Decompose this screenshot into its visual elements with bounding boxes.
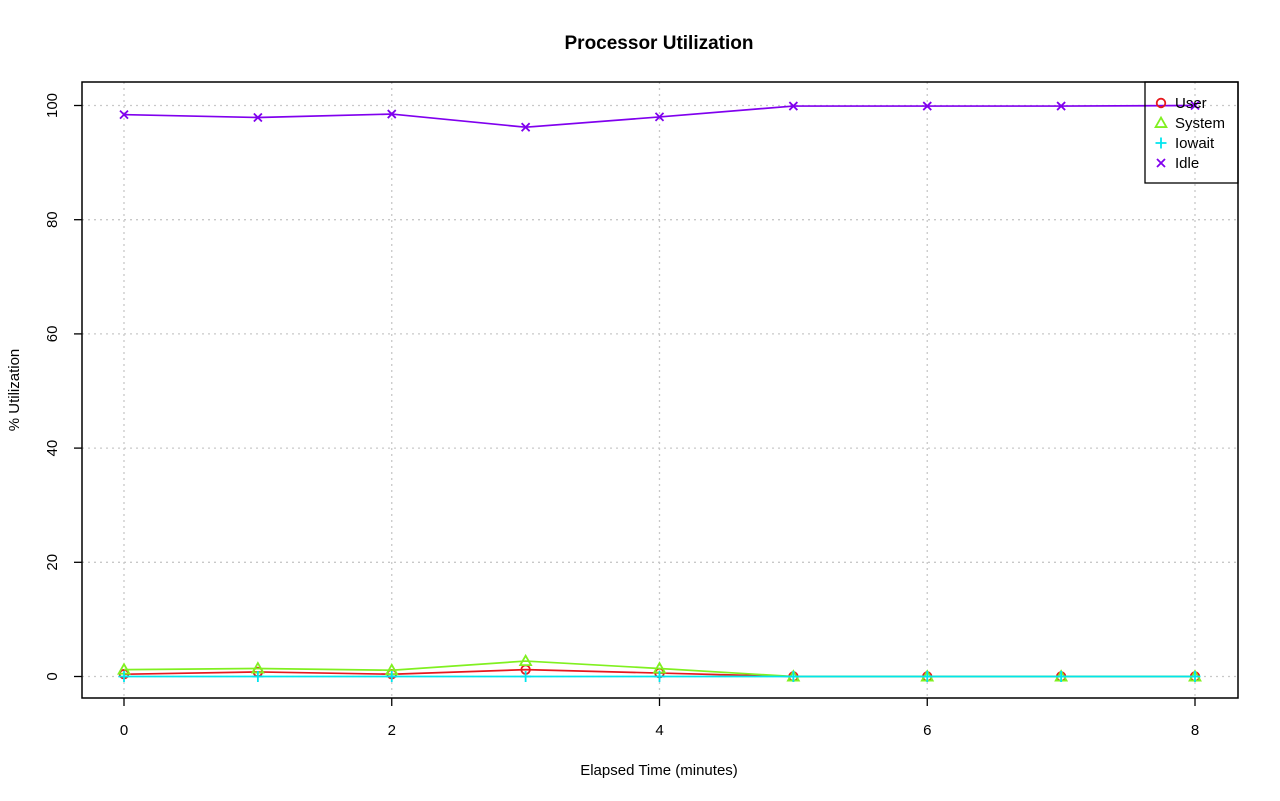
- legend-box: [1144, 81, 1239, 184]
- chart-title: Processor Utilization: [565, 33, 754, 54]
- data-point-iowait: [787, 671, 799, 682]
- legend-label-system: System: [1175, 115, 1225, 132]
- data-point-idle: [253, 112, 263, 123]
- legend: User System Iowait Idle: [1144, 81, 1239, 184]
- x-axis-label: Elapsed Time (minutes): [580, 762, 738, 779]
- data-point-iowait: [118, 671, 130, 682]
- grid-lines: [82, 82, 1238, 698]
- y-tick-label: 100: [44, 93, 61, 118]
- data-point-idle: [1056, 101, 1066, 111]
- legend-marker-idle: [1156, 158, 1166, 168]
- series-iowait: [118, 671, 1201, 682]
- series-layer: [117, 100, 1202, 682]
- legend-label-user: User: [1175, 95, 1207, 112]
- data-point-idle: [119, 109, 129, 120]
- data-point-idle: [654, 112, 665, 122]
- legend-marker-user: [1155, 97, 1167, 109]
- data-point-idle: [922, 101, 932, 111]
- y-axis-label: % Utilization: [6, 349, 23, 432]
- series-idle: [119, 100, 1200, 132]
- y-tick-label: 60: [44, 326, 61, 343]
- data-point-iowait: [1189, 671, 1201, 682]
- data-point-idle: [788, 101, 799, 111]
- x-tick-label: 2: [388, 722, 396, 739]
- data-point-idle: [387, 109, 397, 119]
- data-point-idle: [1190, 100, 1200, 111]
- data-point-iowait: [921, 671, 933, 682]
- data-point-system: [518, 653, 533, 667]
- y-tick-label: 80: [44, 211, 61, 228]
- data-point-idle: [520, 122, 531, 132]
- x-tick-label: 6: [923, 722, 931, 739]
- legend-label-idle: Idle: [1175, 155, 1199, 172]
- x-tick-label: 4: [655, 722, 663, 739]
- x-tick-label: 8: [1191, 722, 1199, 739]
- data-point-iowait: [654, 671, 665, 682]
- y-tick-label: 40: [44, 440, 61, 457]
- x-tick-label: 0: [120, 722, 128, 739]
- data-point-iowait: [1055, 671, 1067, 682]
- data-point-iowait: [520, 671, 532, 682]
- y-tick-label: 20: [44, 554, 61, 571]
- data-point-iowait: [386, 671, 398, 682]
- legend-marker-iowait: [1155, 137, 1167, 149]
- legend-label-iowait: Iowait: [1175, 135, 1215, 152]
- y-tick-label: 0: [44, 672, 61, 680]
- data-point-iowait: [252, 671, 264, 682]
- legend-marker-system: [1154, 115, 1168, 128]
